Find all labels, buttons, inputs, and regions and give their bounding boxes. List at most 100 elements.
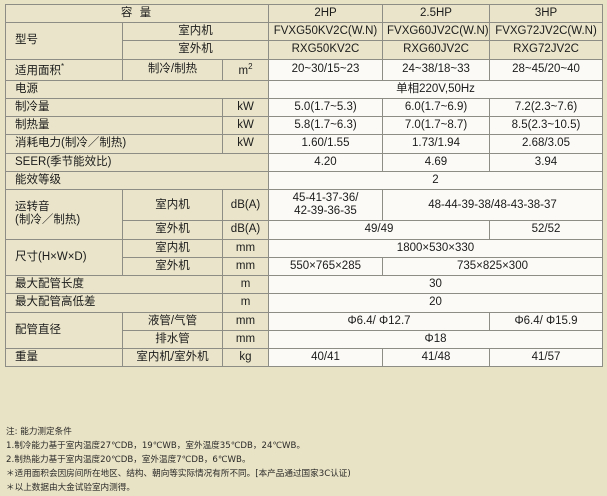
applicable-area-label-text: 适用面积 xyxy=(15,64,61,77)
power-input-2_5hp: 1.73/1.94 xyxy=(382,134,490,154)
power-supply-value: 单相220V,50Hz xyxy=(268,79,603,99)
noise-label-line1: 运转音 xyxy=(15,201,50,214)
max-pipe-height-label: 最大配管高低差 xyxy=(5,293,223,313)
outdoor-model-2hp: RXG50KV2C xyxy=(268,40,383,60)
model-indoor-sublabel: 室内机 xyxy=(122,22,269,42)
noise-outdoor-sublabel: 室外机 xyxy=(122,220,223,240)
table-row-dimensions-indoor: 尺寸(H×W×D) 室内机 mm 1800×530×330 xyxy=(5,238,603,277)
cooling-capacity-3hp: 7.2(2.3~7.6) xyxy=(489,97,603,118)
cooling-capacity-unit: kW xyxy=(222,97,269,118)
power-input-3hp: 2.68/3.05 xyxy=(489,134,603,154)
seer-3hp: 3.94 xyxy=(489,152,603,172)
noise-indoor-unit: dB(A) xyxy=(222,189,269,222)
pipe-diameter-liquid-gas-2hp-2_5hp: Φ6.4/ Φ12.7 xyxy=(268,311,490,331)
heating-capacity-unit: kW xyxy=(222,116,269,136)
max-pipe-length-label: 最大配管长度 xyxy=(5,275,223,295)
capacity-2_5hp: 2.5HP xyxy=(382,3,490,24)
noise-outdoor-2hp-2_5hp: 49/49 xyxy=(268,220,490,240)
dimensions-outdoor-unit: mm xyxy=(222,256,269,277)
energy-grade-label: 能效等级 xyxy=(5,170,269,191)
indoor-model-2_5hp: FVXG60JV2C(W.N) xyxy=(382,22,490,42)
footnote-title: 注: 能力测定条件 xyxy=(6,427,72,437)
table-row-cooling-capacity: 制冷量 kW 5.0(1.7~5.3) 6.0(1.7~6.9) 7.2(2.3… xyxy=(5,97,603,118)
indoor-model-3hp: FVXG72JV2C(W.N) xyxy=(489,22,603,42)
pipe-diameter-liquid-gas-unit: mm xyxy=(222,311,269,331)
specification-table-container: 容 量 2HP 2.5HP 3HP 型号 室内机 FVXG50KV2C(W.N)… xyxy=(5,3,603,368)
power-supply-label: 电源 xyxy=(5,79,269,99)
weight-2_5hp: 41/48 xyxy=(382,347,490,368)
footnote-line-2: 2.制热能力基于室内温度20℃DB，室外温度7℃DB，6℃WB。 xyxy=(6,454,251,465)
power-input-2hp: 1.60/1.55 xyxy=(268,134,383,154)
noise-outdoor-3hp: 52/52 xyxy=(489,220,603,240)
seer-label: SEER(季节能效比) xyxy=(5,152,269,172)
applicable-area-unit-exponent: 2 xyxy=(248,61,253,71)
table-row-weight: 重量 室内机/室外机 kg 40/41 41/48 41/57 xyxy=(5,347,603,368)
outdoor-model-2_5hp: RXG60JV2C xyxy=(382,40,490,60)
table-row-dimensions-outdoor: 室外机 mm 550×765×285 735×825×300 xyxy=(6,256,603,277)
applicable-area-asterisk: * xyxy=(61,61,65,71)
indoor-model-2hp: FVXG50KV2C(W.N) xyxy=(268,22,383,42)
footnote-line-3: ＊适用面积会因房间所在地区、结构、朝向等实际情况有所不同。[本产品通过国家3C认… xyxy=(6,468,351,479)
capacity-2hp: 2HP xyxy=(268,3,383,24)
table-row-pipe-diameter-drain: 排水管 mm Φ18 xyxy=(6,329,603,349)
dimensions-outdoor-2hp: 550×765×285 xyxy=(268,256,383,277)
table-row-capacity-header: 容 量 2HP 2.5HP 3HP xyxy=(5,3,603,24)
noise-indoor-2hp-line2: 42-39-36-35 xyxy=(294,205,357,218)
table-row-max-pipe-height: 最大配管高低差 m 20 xyxy=(5,293,603,313)
dimensions-label: 尺寸(H×W×D) xyxy=(5,238,123,277)
applicable-area-2hp: 20~30/15~23 xyxy=(268,58,383,81)
table-row-pipe-diameter-liquid-gas: 配管直径 液管/气管 mm Φ6.4/ Φ12.7 Φ6.4/ Φ15.9 xyxy=(5,311,603,349)
capacity-header-cell: 容 量 xyxy=(5,3,269,24)
footnotes: 注: 能力测定条件 1.制冷能力基于室内温度27℃DB，19℃WB，室外温度35… xyxy=(6,426,596,496)
dimensions-outdoor-2_5hp-3hp: 735×825×300 xyxy=(382,256,603,277)
max-pipe-height-unit: m xyxy=(222,293,269,313)
table-row-seer: SEER(季节能效比) 4.20 4.69 3.94 xyxy=(5,152,603,172)
cooling-capacity-2hp: 5.0(1.7~5.3) xyxy=(268,97,383,118)
pipe-diameter-drain-unit: mm xyxy=(222,329,269,349)
dimensions-indoor-unit: mm xyxy=(222,238,269,258)
dimensions-outdoor-sublabel: 室外机 xyxy=(122,256,223,277)
max-pipe-length-unit: m xyxy=(222,275,269,295)
seer-2_5hp: 4.69 xyxy=(382,152,490,172)
noise-outdoor-unit: dB(A) xyxy=(222,220,269,240)
spec-sheet-page: 容 量 2HP 2.5HP 3HP 型号 室内机 FVXG50KV2C(W.N)… xyxy=(5,3,603,493)
heating-capacity-3hp: 8.5(2.3~10.5) xyxy=(489,116,603,136)
weight-label: 重量 xyxy=(5,347,123,368)
noise-indoor-2_5hp-3hp: 48-44-39-38/48-43-38-37 xyxy=(382,189,603,222)
pipe-diameter-drain-sublabel: 排水管 xyxy=(122,329,223,349)
max-pipe-height-value: 20 xyxy=(268,293,603,313)
applicable-area-2_5hp: 24~38/18~33 xyxy=(382,58,490,81)
cooling-capacity-2_5hp: 6.0(1.7~6.9) xyxy=(382,97,490,118)
capacity-3hp: 3HP xyxy=(489,3,603,24)
specification-table: 容 量 2HP 2.5HP 3HP 型号 室内机 FVXG50KV2C(W.N)… xyxy=(5,3,603,368)
noise-label: 运转音 (制冷／制热) xyxy=(5,189,123,240)
table-row-model-indoor: 型号 室内机 FVXG50KV2C(W.N) FVXG60JV2C(W.N) F… xyxy=(5,22,603,60)
pipe-diameter-liquid-gas-3hp: Φ6.4/ Φ15.9 xyxy=(489,311,603,331)
footnote-line-4: ＊以上数据由大金试验室内测得。 xyxy=(6,482,135,493)
weight-unit: kg xyxy=(222,347,269,368)
heating-capacity-label: 制热量 xyxy=(5,116,223,136)
weight-sublabel: 室内机/室外机 xyxy=(122,347,223,368)
pipe-diameter-drain-value: Φ18 xyxy=(268,329,603,349)
table-row-noise-indoor: 运转音 (制冷／制热) 室内机 dB(A) 45-41-37-36/ 42-39… xyxy=(5,189,603,240)
energy-grade-value: 2 xyxy=(268,170,603,191)
table-row-power-input: 消耗电力(制冷／制热) kW 1.60/1.55 1.73/1.94 2.68/… xyxy=(5,134,603,154)
noise-label-line2: (制冷／制热) xyxy=(15,214,81,227)
weight-3hp: 41/57 xyxy=(489,347,603,368)
outdoor-model-3hp: RXG72JV2C xyxy=(489,40,603,60)
applicable-area-3hp: 28~45/20~40 xyxy=(489,58,603,81)
table-row-heating-capacity: 制热量 kW 5.8(1.7~6.3) 7.0(1.7~8.7) 8.5(2.3… xyxy=(5,116,603,136)
table-row-max-pipe-length: 最大配管长度 m 30 xyxy=(5,275,603,295)
pipe-diameter-liquid-gas-sublabel: 液管/气管 xyxy=(122,311,223,331)
applicable-area-unit-text: m xyxy=(238,64,249,77)
applicable-area-label: 适用面积* xyxy=(5,58,123,81)
applicable-area-sublabel: 制冷/制热 xyxy=(122,58,223,81)
max-pipe-length-value: 30 xyxy=(268,275,603,295)
table-row-power-supply: 电源 单相220V,50Hz xyxy=(5,79,603,99)
power-input-label: 消耗电力(制冷／制热) xyxy=(5,134,223,154)
table-row-energy-grade: 能效等级 2 xyxy=(5,170,603,191)
pipe-diameter-label: 配管直径 xyxy=(5,311,123,349)
table-row-model-outdoor: 室外机 RXG50KV2C RXG60JV2C RXG72JV2C xyxy=(6,40,603,60)
cooling-capacity-label: 制冷量 xyxy=(5,97,223,118)
heating-capacity-2_5hp: 7.0(1.7~8.7) xyxy=(382,116,490,136)
